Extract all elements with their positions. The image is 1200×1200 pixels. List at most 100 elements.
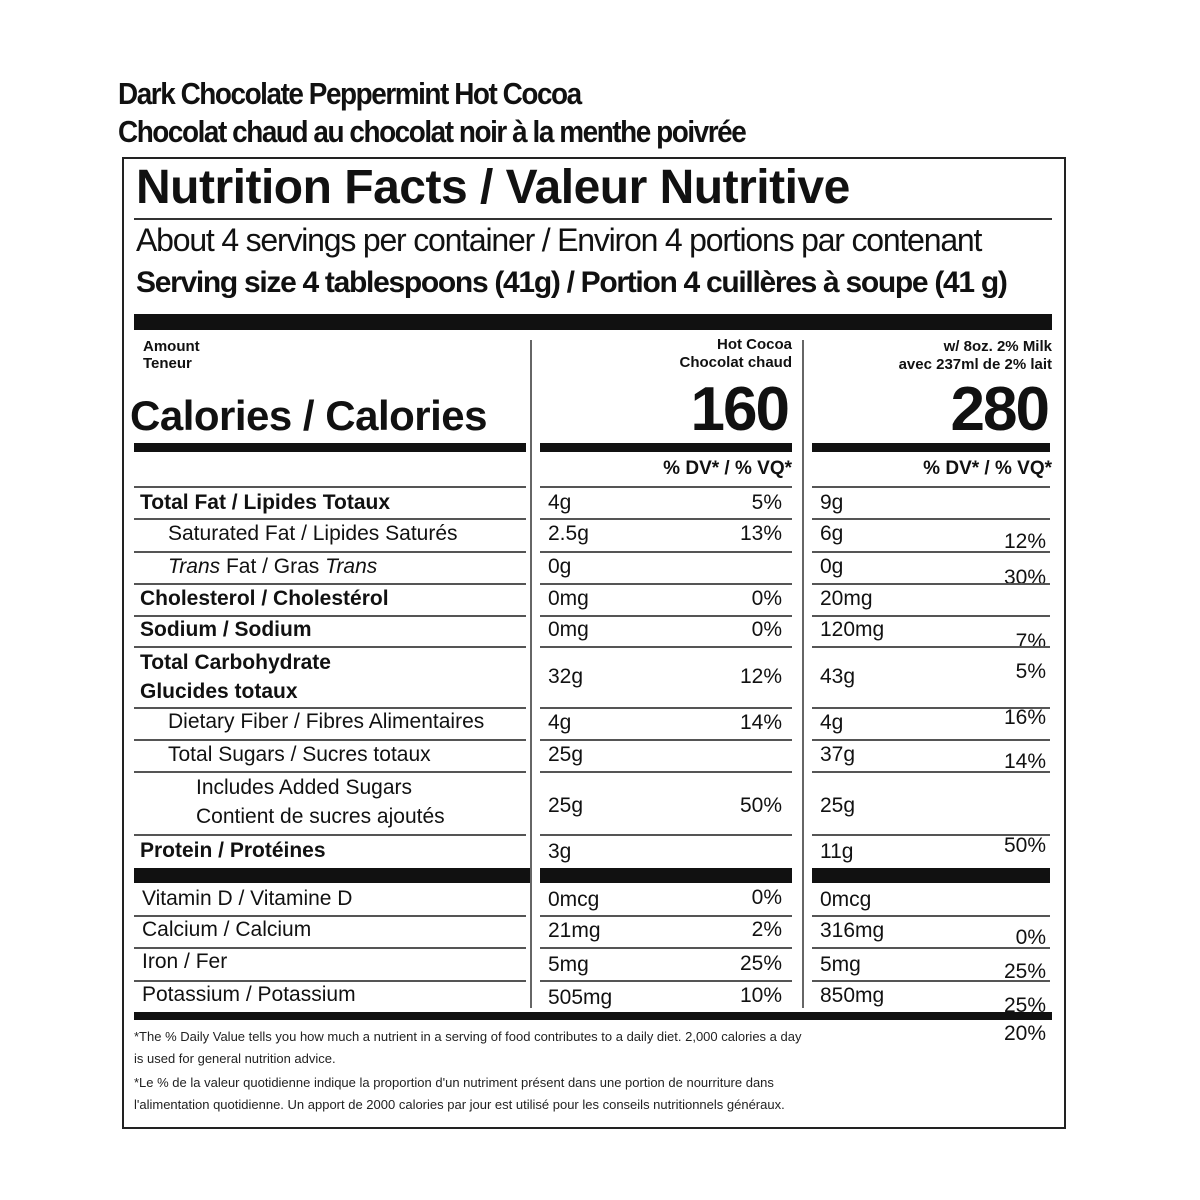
nutrient-c1-saturated-fat: 2.5g — [548, 522, 589, 545]
nutrient-c2-added-sugars: 25g — [820, 794, 856, 817]
vitamin-c2dv-vitamin-d: 0% — [1015, 926, 1046, 949]
row-divider — [812, 646, 1050, 648]
row-divider — [812, 834, 1050, 836]
calories-divider-label — [134, 443, 526, 452]
nutrient-c1-protein: 3g — [548, 840, 572, 863]
vitamin-label-vitamin-d: Vitamin D / Vitamine D — [142, 887, 353, 910]
nutrient-label-dietary-fiber: Dietary Fiber / Fibres Alimentaires — [168, 710, 485, 733]
row-divider — [540, 771, 792, 773]
calories-divider-col1 — [540, 443, 792, 452]
row-divider — [812, 486, 1050, 488]
row-divider — [540, 551, 792, 553]
col2-header-en: w/ 8oz. 2% Milk — [943, 338, 1052, 355]
product-name-fr: Chocolat chaud au chocolat noir à la men… — [118, 114, 747, 149]
nutrient-c2-sodium: 120mg — [820, 618, 885, 641]
vitamin-c2-calcium: 316mg — [820, 919, 885, 942]
nutrient-label-total-sugars: Total Sugars / Sucres totaux — [168, 743, 431, 766]
row-divider — [540, 583, 792, 585]
footnote-fr-line-1: *Le % de la valeur quotidienne indique l… — [134, 1075, 774, 1090]
vitamin-c2-iron: 5mg — [820, 953, 861, 976]
row-divider — [812, 915, 1050, 917]
product-name-en: Dark Chocolate Peppermint Hot Cocoa — [118, 76, 582, 111]
nutrient-label-sodium: Sodium / Sodium — [140, 618, 312, 641]
nutrient-c2dv-added-sugars: 50% — [1003, 834, 1046, 857]
nutrient-c2-carbohydrate: 43g — [820, 665, 856, 688]
thick-divider-bottom — [134, 1012, 1052, 1020]
row-divider — [812, 615, 1050, 617]
serving-size: Serving size 4 tablespoons (41g) / Porti… — [136, 266, 1008, 299]
row-divider — [540, 486, 792, 488]
nutrient-label-trans-fat: Trans Fat / Gras Trans — [168, 555, 378, 578]
nutrient-label-cholesterol: Cholesterol / Cholestérol — [140, 587, 389, 610]
row-divider — [540, 980, 792, 982]
footnote-fr: *Le % de la valeur quotidienne indique l… — [134, 1072, 1052, 1116]
nutrient-c2dv-cholesterol: 7% — [1015, 630, 1046, 653]
row-divider — [812, 947, 1050, 949]
footnote-fr-line-2: l'alimentation quotidienne. Un apport de… — [134, 1097, 785, 1112]
nutrient-c1dv-added-sugars: 50% — [739, 794, 782, 817]
row-divider — [134, 646, 526, 648]
nutrient-c2-saturated-fat: 6g — [820, 522, 844, 545]
row-divider — [134, 980, 526, 982]
vitamin-c2-vitamin-d: 0mcg — [820, 888, 872, 911]
vitamin-c1dv-potassium: 10% — [739, 984, 782, 1007]
vitamin-c1-potassium: 505mg — [548, 986, 613, 1009]
nutrient-label-carbohydrate: Total Carbohydrate — [140, 651, 331, 674]
row-divider — [134, 771, 526, 773]
col1-header-fr: Chocolat chaud — [679, 354, 792, 371]
nutrient-c1dv-saturated-fat: 13% — [739, 522, 782, 545]
footnote-en-line-2: is used for general nutrition advice. — [134, 1051, 336, 1066]
nutrient-label-added-sugars-fr: Contient de sucres ajoutés — [196, 805, 445, 828]
nutrient-c1-added-sugars: 25g — [548, 794, 584, 817]
nutrient-c1dv-total-fat: 5% — [751, 491, 782, 514]
dv-header-col1: % DV* / % VQ* — [663, 458, 792, 479]
dv-header-col2: % DV* / % VQ* — [923, 458, 1052, 479]
row-divider — [540, 739, 792, 741]
row-divider — [134, 518, 526, 520]
nutrient-c2dv-total-fat: 12% — [1003, 530, 1046, 553]
nutrient-c1dv-cholesterol: 0% — [751, 587, 782, 610]
row-divider — [812, 551, 1050, 553]
vitamin-c2-potassium: 850mg — [820, 984, 885, 1007]
nutrient-c1dv-sodium: 0% — [751, 618, 782, 641]
vitamin-c1-iron: 5mg — [548, 953, 589, 976]
col1-header-en: Hot Cocoa — [717, 336, 792, 353]
row-divider — [812, 771, 1050, 773]
vitamin-label-potassium: Potassium / Potassium — [142, 983, 356, 1006]
nutrition-facts-panel — [122, 157, 1066, 1129]
nutrient-label-carbohydrate-fr: Glucides totaux — [140, 680, 298, 703]
calories-col2: 280 — [950, 375, 1050, 444]
row-divider — [540, 834, 792, 836]
nutrient-c1-carbohydrate: 32g — [548, 665, 584, 688]
nutrient-c2-protein: 11g — [820, 840, 854, 863]
column-divider-2 — [802, 340, 804, 1008]
row-divider — [134, 486, 526, 488]
vitamin-divider-col2 — [812, 868, 1050, 883]
calories-divider-col2 — [812, 443, 1050, 452]
row-divider — [134, 834, 526, 836]
nutrient-c2dv-carbohydrate: 16% — [1003, 706, 1046, 729]
nutrient-c1-dietary-fiber: 4g — [548, 711, 572, 734]
vitamin-c1-calcium: 21mg — [548, 919, 601, 942]
vitamin-c1dv-vitamin-d: 0% — [751, 886, 782, 909]
vitamin-label-calcium: Calcium / Calcium — [142, 918, 312, 941]
vitamin-c1-vitamin-d: 0mcg — [548, 888, 600, 911]
row-divider — [134, 915, 526, 917]
row-divider — [134, 707, 526, 709]
nutrient-c1dv-dietary-fiber: 14% — [739, 711, 782, 734]
col2-header-fr: avec 237ml de 2% lait — [898, 356, 1052, 373]
nutrient-c2-dietary-fiber: 4g — [820, 711, 844, 734]
calories-col1: 160 — [690, 375, 790, 444]
nutrient-label-saturated-fat: Saturated Fat / Lipides Saturés — [168, 522, 458, 545]
row-divider — [812, 583, 1050, 585]
footnote-en-line-1: *The % Daily Value tells you how much a … — [134, 1029, 802, 1044]
row-divider — [540, 915, 792, 917]
nutrient-label-added-sugars: Includes Added Sugars — [196, 776, 412, 799]
row-divider — [812, 707, 1050, 709]
nutrient-c1-cholesterol: 0mg — [548, 587, 589, 610]
row-divider — [134, 583, 526, 585]
amount-label-en: Amount — [143, 338, 200, 355]
footnote-en: *The % Daily Value tells you how much a … — [134, 1026, 1052, 1070]
nutrient-c1-trans-fat: 0g — [548, 555, 572, 578]
row-divider — [812, 518, 1050, 520]
